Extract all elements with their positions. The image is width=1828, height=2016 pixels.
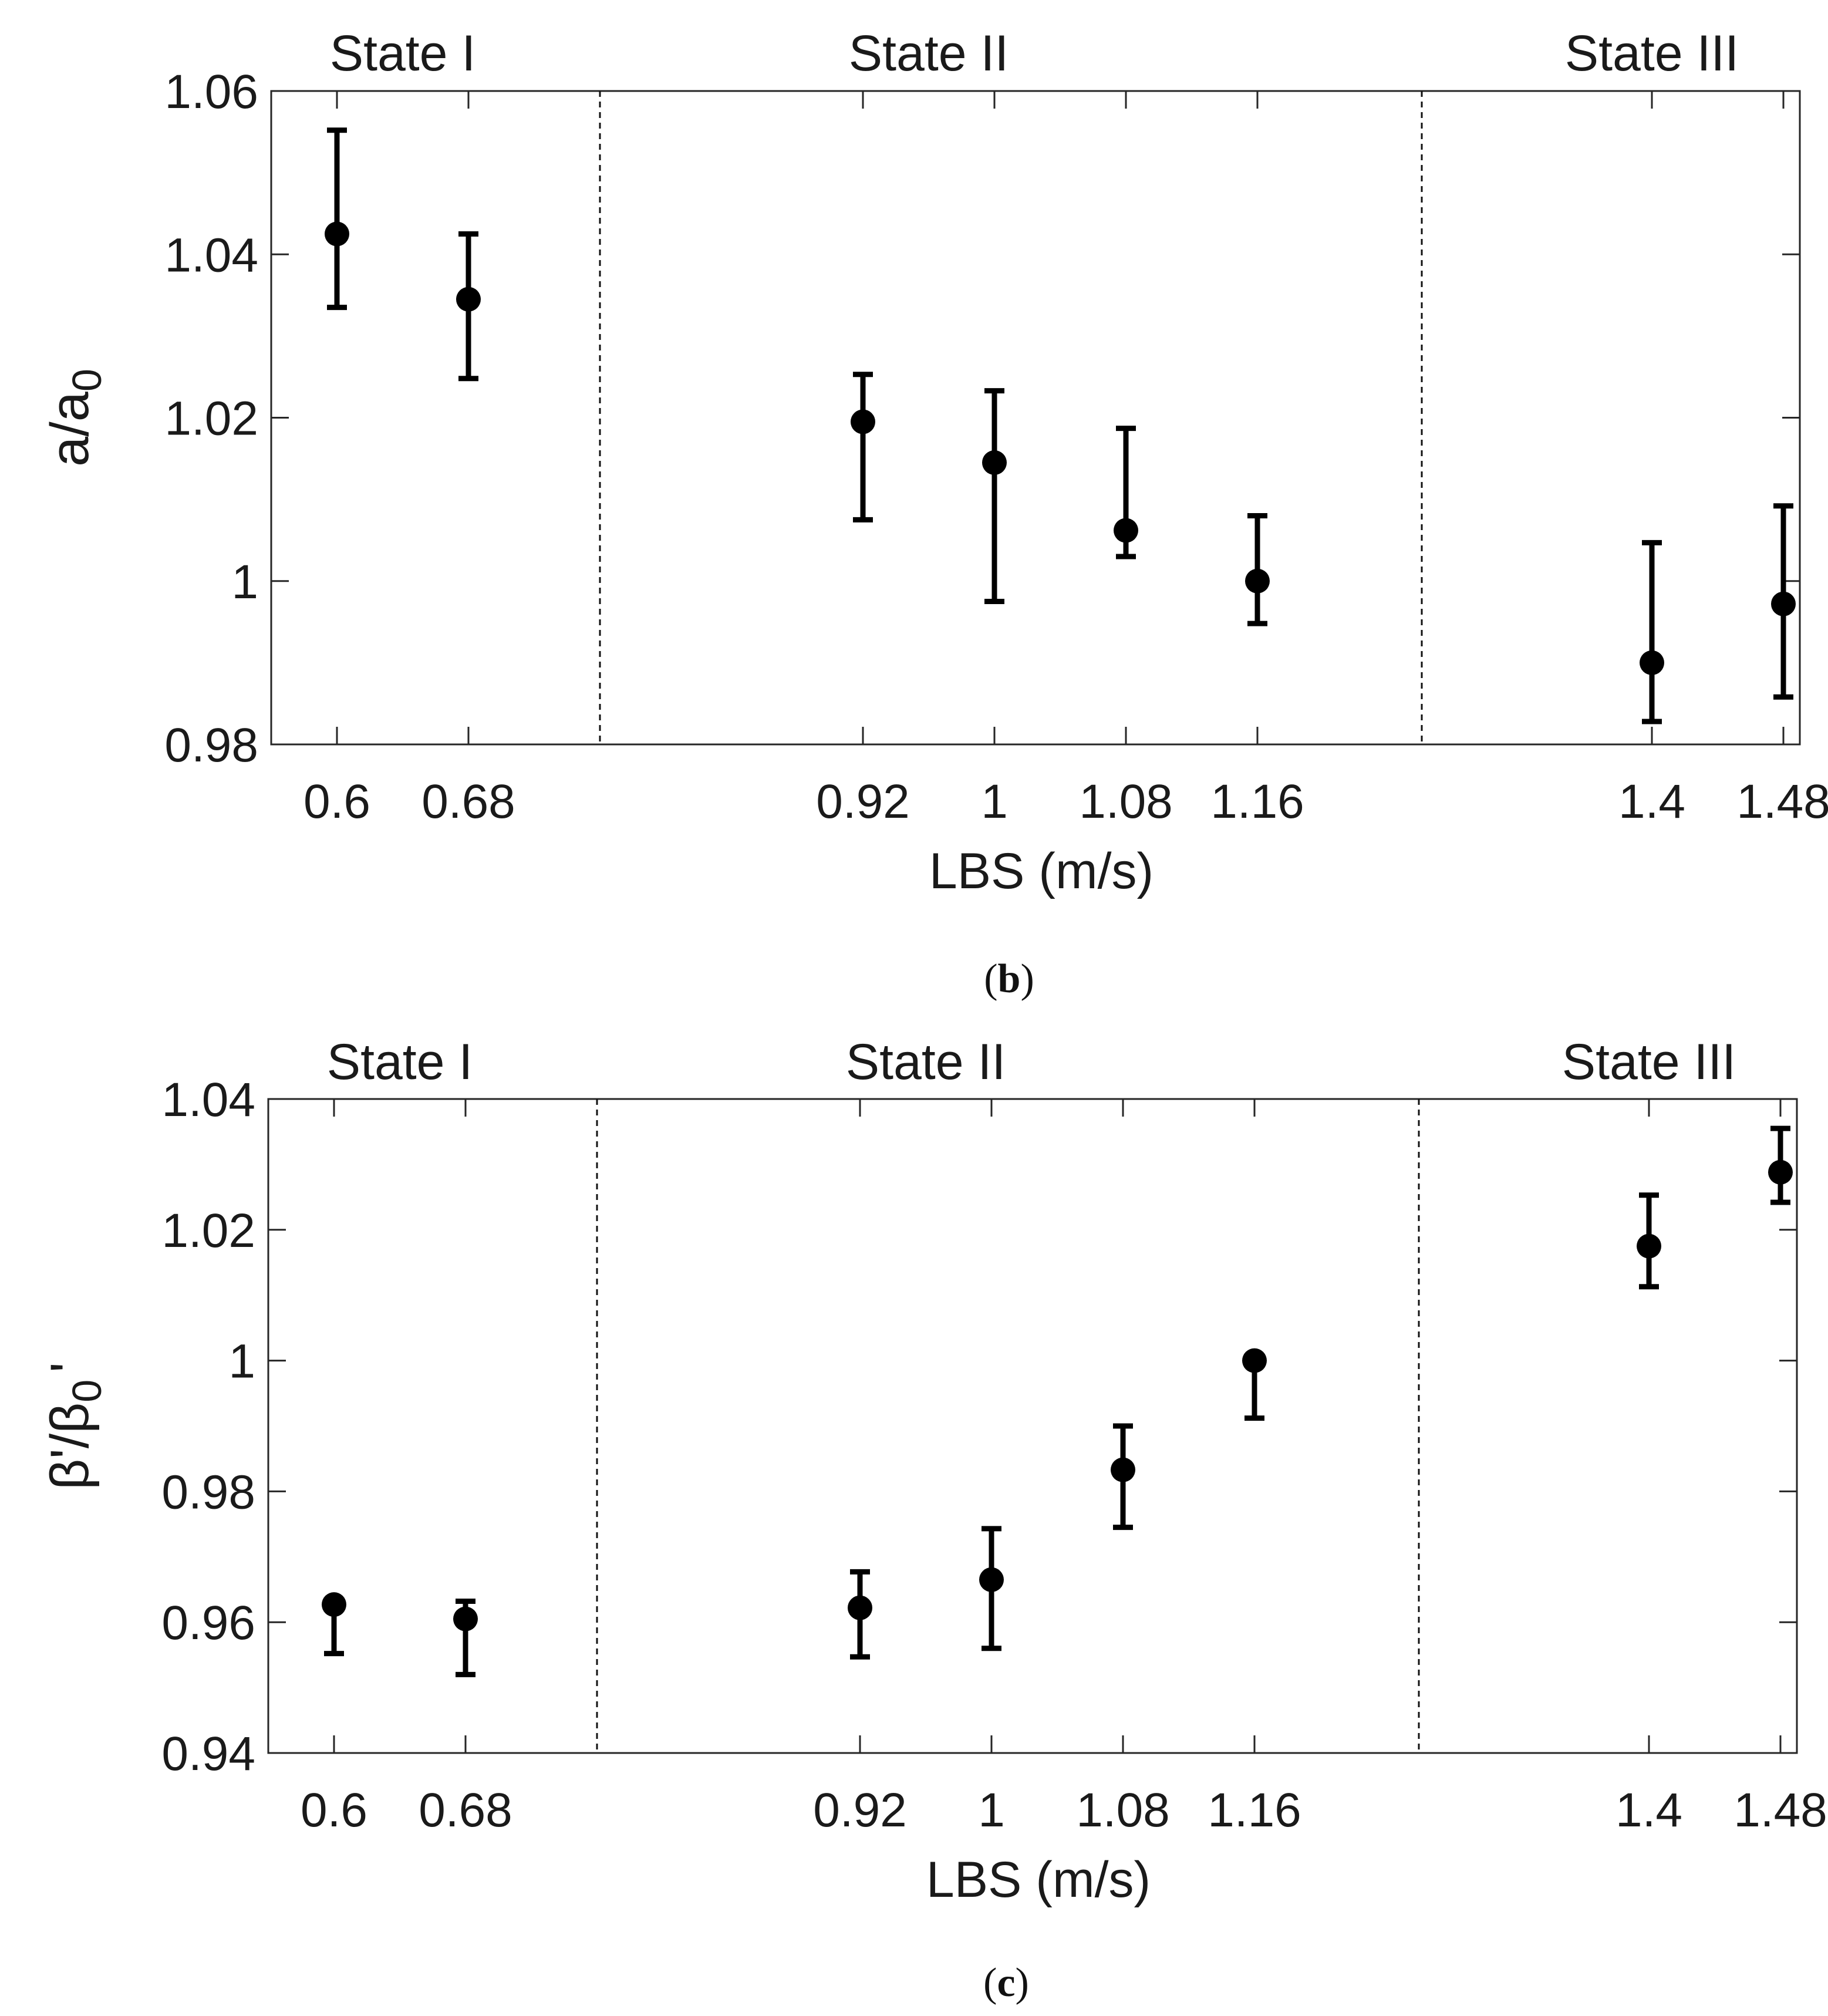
y-tick-label: 0.98: [164, 719, 258, 772]
x-tick-label: 1: [978, 1784, 1005, 1837]
state-label: State II: [849, 25, 1009, 82]
x-tick-label: 1.16: [1210, 775, 1304, 828]
data-point: [1768, 1159, 1793, 1185]
x-tick-label: 1: [981, 775, 1008, 828]
x-tick-label: 0.92: [813, 1784, 907, 1837]
x-tick-label: 0.6: [301, 1784, 367, 1837]
figure-caption: (b): [984, 956, 1034, 1002]
y-tick-label: 1.04: [161, 1073, 255, 1127]
x-tick-label: 1.4: [1618, 775, 1685, 828]
data-point: [982, 450, 1007, 476]
plot-frame: [267, 1098, 1798, 1754]
plot-frame: [270, 90, 1801, 746]
data-point: [1640, 650, 1664, 675]
y-tick-label: 0.94: [161, 1727, 255, 1781]
y-tick-label: 1.06: [164, 65, 258, 119]
y-tick-label: 1.02: [164, 392, 258, 446]
x-axis-title: LBS (m/s): [929, 843, 1154, 899]
x-tick-label: 0.68: [421, 775, 515, 828]
y-tick-label: 1.02: [161, 1204, 255, 1258]
y-tick-label: 0.96: [161, 1596, 255, 1650]
x-tick-label: 1.16: [1208, 1784, 1301, 1837]
chart-panel-c: 0.94 0.96 0.98 1 1.02 1.04 0.6 0.68 0.92 1 1.08 1.1…: [40, 1034, 1827, 2005]
state-label: State II: [846, 1034, 1006, 1090]
data-point: [979, 1567, 1004, 1592]
data-point: [456, 286, 481, 312]
state-label: State III: [1565, 25, 1739, 82]
state-label: State I: [327, 1034, 473, 1090]
y-axis-title: β'/β0': [40, 1362, 110, 1489]
x-tick-label: 1.48: [1733, 1784, 1827, 1837]
x-tick-label: 0.92: [816, 775, 910, 828]
x-axis-title: LBS (m/s): [926, 1852, 1151, 1908]
x-tick-label: 1.08: [1076, 1784, 1170, 1837]
data-point: [1771, 591, 1796, 616]
data-point: [1111, 1457, 1135, 1482]
state-label: State III: [1562, 1034, 1736, 1090]
y-tick-label: 1: [231, 555, 258, 609]
y-tick-label: 0.98: [161, 1465, 255, 1519]
data-point: [1245, 568, 1270, 594]
y-tick-label: 1.04: [164, 228, 258, 282]
data-point: [325, 221, 349, 247]
x-tick-label: 0.6: [303, 775, 370, 828]
x-tick-label: 1.48: [1736, 775, 1828, 828]
x-tick-label: 0.68: [419, 1784, 512, 1837]
data-point: [1637, 1233, 1661, 1259]
data-point: [322, 1592, 346, 1617]
data-point: [1114, 518, 1138, 543]
x-tick-label: 1.08: [1079, 775, 1173, 828]
y-axis-title: a/a0: [40, 369, 110, 467]
chart-panel-b: 0.98 1 1.02 1.04 1.06 0.6 0.68 0.92 1 1.08 1.16 1.4…: [40, 25, 1828, 1002]
data-point: [453, 1606, 478, 1631]
data-point: [1242, 1348, 1267, 1373]
figure-caption: (c): [983, 1960, 1029, 2005]
x-tick-label: 1.4: [1615, 1784, 1682, 1837]
state-label: State I: [330, 25, 476, 82]
data-point: [851, 409, 875, 434]
data-point: [848, 1595, 872, 1620]
y-tick-label: 1: [228, 1335, 255, 1388]
